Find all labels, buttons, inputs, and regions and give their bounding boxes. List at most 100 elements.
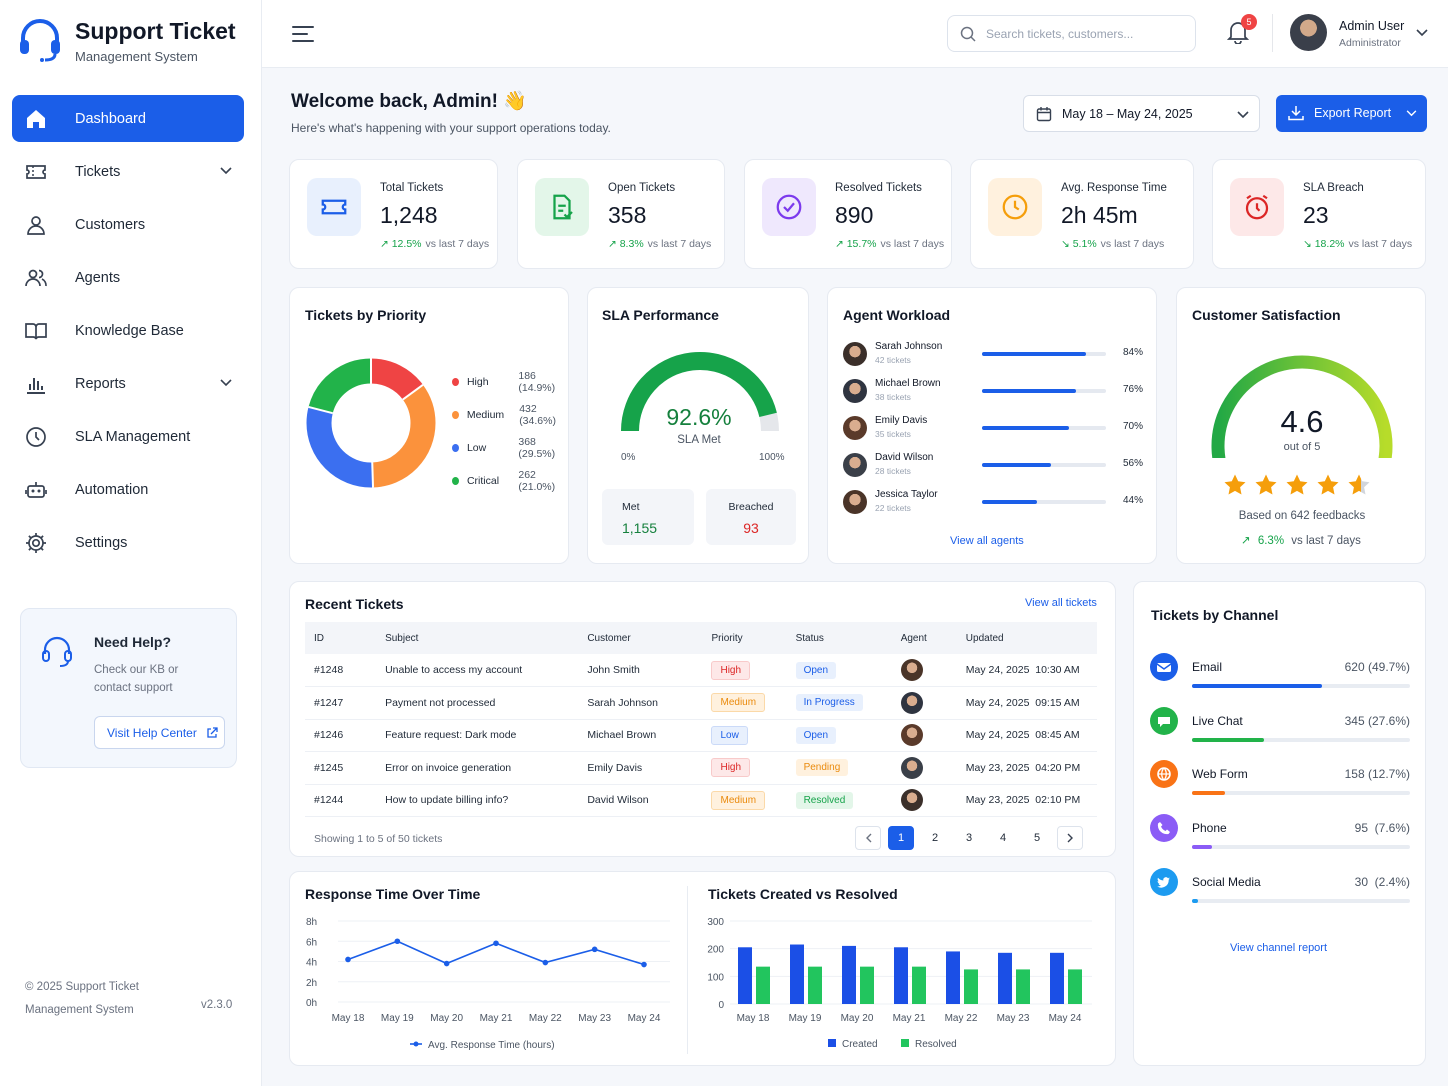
agent-row[interactable]: Emily Davis 35 tickets 70% [843, 414, 1143, 451]
ticket-id[interactable]: #1244 [305, 784, 377, 817]
agent-row[interactable]: Jessica Taylor 22 tickets 44% [843, 488, 1143, 525]
column-header-status[interactable]: Status [786, 622, 892, 654]
data-point [345, 956, 351, 963]
channel-email[interactable]: Email 620 (49.7%) [1150, 653, 1410, 693]
ticket-subject[interactable]: Payment not processed [376, 686, 579, 720]
column-header-agent[interactable]: Agent [891, 622, 957, 654]
card-title: Agent Workload [843, 307, 951, 323]
column-header-updated[interactable]: Updated [956, 622, 1097, 654]
trend-suffix: vs last 7 days [1348, 238, 1413, 250]
page-1-button[interactable]: 1 [888, 826, 914, 850]
sidebar-item-reports[interactable]: Reports [12, 360, 244, 407]
x-tick-label: May 20 [430, 1013, 463, 1024]
copyright: © 2025 Support Ticket Management System [25, 981, 139, 1016]
notifications-button[interactable]: 5 [1226, 14, 1257, 46]
table-row[interactable]: #1244 How to update billing info? David Wi… [305, 784, 1097, 817]
sidebar-item-settings[interactable]: Settings [12, 519, 244, 566]
trend-down-icon: ↘ [1303, 238, 1315, 250]
ticket-subject[interactable]: Unable to access my account [376, 654, 579, 687]
agent-workload-card: Agent Workload View all agents Sarah Joh… [827, 287, 1157, 564]
stat-label: SLA Breach [1303, 182, 1364, 194]
alarm-icon [1230, 178, 1284, 236]
avatar [843, 416, 867, 440]
welcome-subtitle: Here's what's happening with your suppor… [291, 121, 611, 135]
sidebar-item-knowledge-base[interactable]: Knowledge Base [12, 307, 244, 354]
ticket-customer: Emily Davis [578, 751, 703, 785]
ticket-id[interactable]: #1247 [305, 686, 377, 720]
prev-page-button[interactable] [855, 826, 881, 850]
ticket-id[interactable]: #1245 [305, 751, 377, 785]
ticket-subject[interactable]: Feature request: Dark mode [376, 719, 579, 752]
user-menu[interactable]: Admin User Administrator [1290, 14, 1430, 54]
table-row[interactable]: #1245 Error on invoice generation Emily Da… [305, 751, 1097, 785]
channel-bar-fill [1192, 684, 1322, 688]
csat-feedback: Based on 642 feedbacks [1238, 510, 1366, 522]
agent-row[interactable]: Sarah Johnson 42 tickets 84% [843, 340, 1143, 377]
channel-bar-fill [1192, 898, 1199, 903]
next-page-button[interactable] [1057, 826, 1083, 850]
view-channel-report-link[interactable]: View channel report [1230, 942, 1328, 954]
channel-live-chat[interactable]: Live Chat 345 (27.6%) [1150, 706, 1410, 747]
ticket-subject[interactable]: How to update billing info? [376, 784, 579, 817]
sla-value: 92.6% [666, 404, 732, 430]
y-tick-label: 300 [707, 917, 724, 928]
export-report-button[interactable]: Export Report [1276, 95, 1427, 132]
view-all-tickets-link[interactable]: View all tickets [1025, 597, 1097, 609]
workload-bar [982, 426, 1106, 430]
sidebar-item-tickets[interactable]: Tickets [12, 148, 244, 195]
visit-help-center-button[interactable]: Visit Help Center [94, 716, 225, 749]
date-range-picker[interactable]: May 18 – May 24, 2025 [1023, 95, 1260, 132]
workload-bar-fill [982, 500, 1037, 504]
column-header-priority[interactable]: Priority [702, 622, 787, 654]
page-4-button[interactable]: 4 [999, 832, 1007, 844]
priority-badge: Medium [711, 693, 766, 713]
mail-icon [1150, 653, 1178, 681]
column-header-id[interactable]: ID [305, 622, 377, 654]
search-input[interactable]: Search tickets, customers... [947, 15, 1196, 52]
ticket-id[interactable]: #1248 [305, 654, 377, 687]
sidebar-item-dashboard[interactable]: Dashboard [12, 95, 244, 142]
page-3-button[interactable]: 3 [965, 832, 973, 844]
sidebar-item-automation[interactable]: Automation [12, 466, 244, 513]
page-5-button[interactable]: 5 [1033, 832, 1041, 844]
created-vs-resolved-bar-chart: 300 200 100 0 May 18 May 19 May 20 May 21 May 22… [707, 917, 1092, 1050]
sidebar-item-agents[interactable]: Agents [12, 254, 244, 301]
stat-trend: ↘ 18.2% vs last 7 days [1303, 238, 1412, 250]
stat-card-total-tickets[interactable]: Total Tickets 1,248 ↗ 12.5% vs last 7 days [289, 159, 498, 269]
table-row[interactable]: #1246 Feature request: Dark mode Michael B… [305, 719, 1097, 752]
table-row[interactable]: #1248 Unable to access my account John Smi… [305, 654, 1097, 687]
bar-created [1050, 952, 1064, 1004]
channel-social-media[interactable]: Social Media 30 (2.4%) [1150, 867, 1410, 908]
channel-web-form[interactable]: Web Form 158 (12.7%) [1150, 760, 1410, 800]
trend-suffix: vs last 7 days [1100, 238, 1165, 250]
priority-card: Tickets by Priority High 186 (14.9%) Mediu… [289, 287, 569, 564]
stat-card-sla-breach[interactable]: SLA Breach 23 ↘ 18.2% vs last 7 days [1212, 159, 1426, 269]
column-header-subject[interactable]: Subject [376, 622, 579, 654]
bar-chart-title: Tickets Created vs Resolved [708, 886, 898, 902]
stat-card-open-tickets[interactable]: Open Tickets 358 ↗ 8.3% vs last 7 days [517, 159, 725, 269]
channel-phone[interactable]: Phone 95 (7.6%) [1150, 814, 1410, 854]
tickets-table: ID Subject Customer Priority Status Agent Upda… [305, 622, 1097, 817]
chevron-down-icon [220, 163, 232, 179]
bar-created [790, 944, 804, 1004]
sidebar-item-customers[interactable]: Customers [12, 201, 244, 248]
ticket-subject[interactable]: Error on invoice generation [376, 751, 579, 785]
stat-card-avg-response-time[interactable]: Avg. Response Time 2h 45m ↘ 5.1% vs last 7 … [970, 159, 1194, 269]
view-all-agents-link[interactable]: View all agents [950, 535, 1024, 547]
column-header-customer[interactable]: Customer [578, 622, 703, 654]
page-2-button[interactable]: 2 [931, 832, 939, 844]
legend-swatch [901, 1039, 909, 1047]
agent-row[interactable]: David Wilson 28 tickets 56% [843, 451, 1143, 488]
sidebar-item-sla-management[interactable]: SLA Management [12, 413, 244, 460]
agent-row[interactable]: Michael Brown 38 tickets 76% [843, 377, 1143, 414]
stat-card-resolved-tickets[interactable]: Resolved Tickets 890 ↗ 15.7% vs last 7 days [744, 159, 952, 269]
sidebar-item-label: Agents [75, 269, 121, 286]
menu-icon[interactable] [292, 25, 314, 43]
x-tick-label: May 23 [578, 1013, 611, 1024]
card-title: Tickets by Channel [1151, 607, 1279, 623]
workload-bar-fill [982, 352, 1087, 356]
ticket-status: Open [786, 654, 892, 687]
ticket-id[interactable]: #1246 [305, 719, 377, 752]
y-tick-label: 6h [306, 937, 317, 948]
table-row[interactable]: #1247 Payment not processed Sarah Johnson M… [305, 686, 1097, 720]
